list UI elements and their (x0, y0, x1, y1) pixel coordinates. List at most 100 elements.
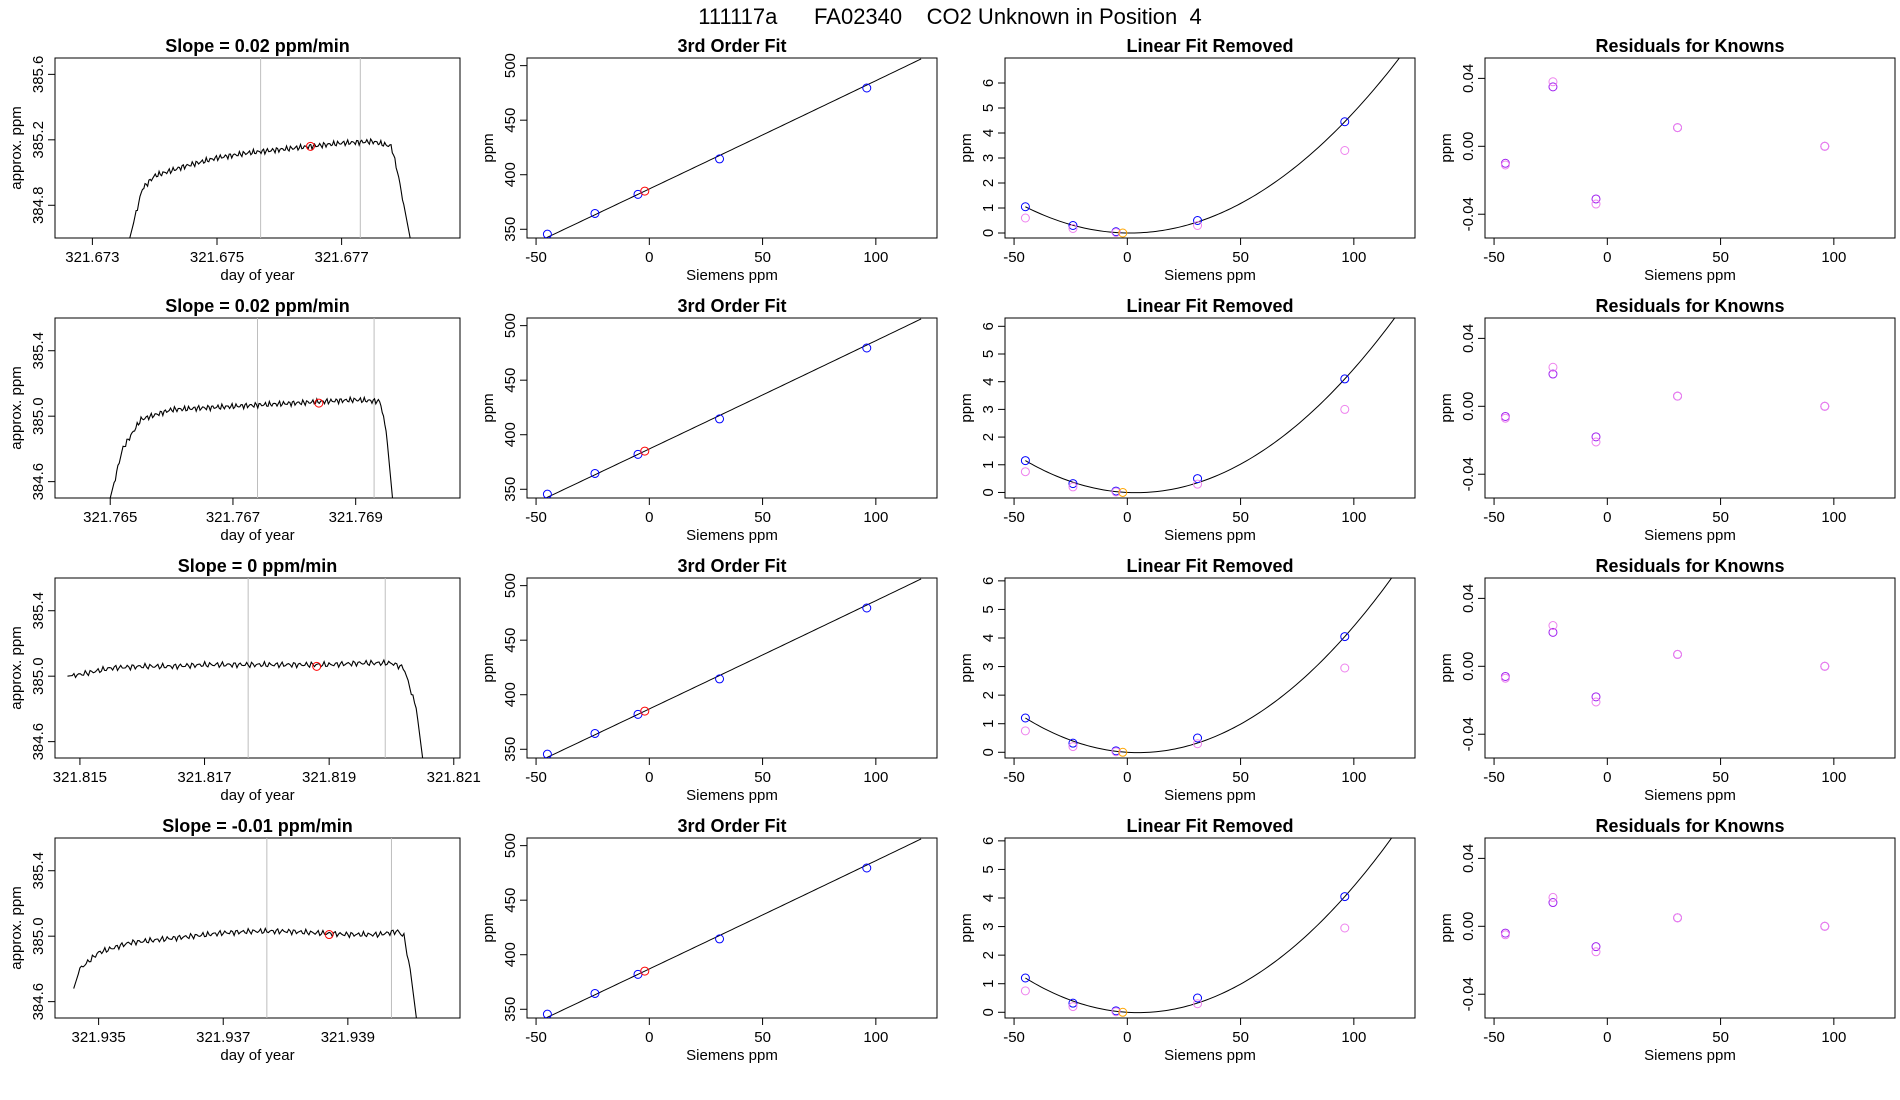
panel-4-2-ylabel: ppm (480, 913, 497, 942)
panel-3-2-frame (526, 577, 938, 759)
panel-3-3-title: Linear Fit Removed (1126, 556, 1293, 576)
panel-2-2-title: 3rd Order Fit (677, 296, 786, 316)
y-tick-label: 1 (980, 461, 997, 469)
panel-4-2-plot-area (542, 838, 922, 1018)
panel-2-4: Residuals for Knowns -50 0 50 100 Siemens ppm… (1438, 296, 1896, 544)
data-point (1591, 947, 1601, 957)
panel-1-3-y-axis: 0 1 2 3 4 5 6 (980, 79, 1005, 237)
y-tick-label: 0.04 (1460, 844, 1477, 873)
x-tick-label: 321.937 (196, 1029, 250, 1046)
data-point (542, 489, 552, 498)
panel-2-1-title: Slope = 0.02 ppm/min (165, 296, 350, 316)
y-tick-label: 450 (502, 368, 519, 393)
panel-4-3-ylabel: ppm (958, 913, 975, 942)
panel-3-4-plot-area (1500, 621, 1830, 707)
panel-1-2-xlabel: Siemens ppm (686, 267, 778, 284)
data-point (1548, 77, 1558, 87)
data-point (1193, 993, 1203, 1003)
fit-curve (1025, 578, 1393, 754)
y-tick-label: 3 (980, 662, 997, 670)
panel-1-1-xlabel: day of year (220, 267, 294, 284)
panel-2-2-plot-area (542, 318, 922, 498)
data-point (862, 603, 872, 613)
panel-3-4-x-axis: -50 0 50 100 (1483, 758, 1846, 786)
panel-1-4-xlabel: Siemens ppm (1644, 267, 1736, 284)
y-tick-label: 5 (980, 865, 997, 873)
panel-1-3-plot-area (1020, 58, 1400, 238)
data-point (1068, 1002, 1078, 1012)
x-tick-label: 321.769 (329, 509, 383, 526)
panel-3-4-ylabel: ppm (1438, 653, 1455, 682)
data-point (1068, 482, 1078, 492)
y-tick-label: 2 (980, 179, 997, 187)
panel-1-4-ylabel: ppm (1438, 133, 1455, 162)
x-tick-label: -50 (1483, 1029, 1505, 1046)
x-tick-label: -50 (1483, 249, 1505, 266)
panel-4-4-frame (1484, 837, 1896, 1019)
x-tick-label: 50 (1232, 249, 1249, 266)
y-tick-label: 0.00 (1460, 912, 1477, 941)
data-point (1068, 479, 1078, 489)
panel-4-1-plot-area (73, 838, 417, 1018)
x-tick-label: 100 (1821, 249, 1846, 266)
x-tick-label: 321.935 (71, 1029, 125, 1046)
y-tick-label: 385.0 (30, 657, 47, 695)
x-tick-label: 0 (1123, 509, 1131, 526)
panel-3-1-xlabel: day of year (220, 787, 294, 804)
panel-3-1-frame (54, 577, 461, 759)
data-point (1020, 467, 1030, 477)
x-tick-label: -50 (525, 509, 547, 526)
y-tick-label: 6 (980, 322, 997, 330)
data-point (1340, 146, 1350, 155)
panel-4-1-xlabel: day of year (220, 1047, 294, 1064)
data-point (862, 343, 872, 353)
y-tick-label: 0.04 (1460, 324, 1477, 353)
x-tick-label: 50 (1232, 509, 1249, 526)
panel-3-4-xlabel: Siemens ppm (1644, 787, 1736, 804)
x-tick-label: -50 (525, 1029, 547, 1046)
panel-4-1-frame (54, 837, 461, 1019)
panel-2-4-xlabel: Siemens ppm (1644, 527, 1736, 544)
data-point (715, 154, 725, 164)
x-tick-label: 0 (1123, 769, 1131, 786)
panel-4-3-frame (1004, 837, 1416, 1019)
y-tick-label: 400 (502, 942, 519, 967)
panel-4-3-xlabel: Siemens ppm (1164, 1047, 1256, 1064)
y-tick-label: 2 (980, 433, 997, 441)
panel-4-1-ylabel: approx. ppm (8, 886, 25, 969)
data-point (1118, 228, 1128, 238)
y-tick-label: 5 (980, 605, 997, 613)
x-tick-label: 0 (1603, 1029, 1611, 1046)
x-tick-label: 100 (1341, 509, 1366, 526)
y-tick-label: 0.00 (1460, 132, 1477, 161)
x-tick-label: 50 (1232, 769, 1249, 786)
y-tick-label: 3 (980, 922, 997, 930)
data-point (1340, 892, 1350, 902)
panel-1-2: 3rd Order Fit -50 0 50 100 Siemens ppm 350 400 4… (480, 36, 938, 284)
data-point (1111, 487, 1121, 497)
panel-4-2: 3rd Order Fit -50 0 50 100 Siemens ppm 350 400 4… (480, 816, 938, 1064)
panel-4-4-y-axis: -0.04 0.00 0.04 (1460, 844, 1485, 1011)
figure-title: 111117a FA02340 CO2 Unknown in Position … (698, 4, 1201, 29)
y-tick-label: 2 (980, 951, 997, 959)
y-tick-label: 500 (502, 53, 519, 78)
y-tick-label: 0.00 (1460, 652, 1477, 681)
x-tick-label: -50 (1003, 509, 1025, 526)
y-tick-label: -0.04 (1460, 457, 1477, 491)
x-tick-label: 0 (1603, 249, 1611, 266)
data-point (1548, 82, 1558, 92)
data-point (640, 706, 650, 716)
panel-3-3-xlabel: Siemens ppm (1164, 787, 1256, 804)
panel-4-2-frame (526, 837, 938, 1019)
x-tick-label: 321.677 (314, 249, 368, 266)
y-tick-label: 400 (502, 422, 519, 447)
x-tick-label: 0 (645, 509, 653, 526)
x-tick-label: 100 (863, 1029, 888, 1046)
panel-3-1-x-axis: 321.815 321.817 321.819 321.821 (53, 758, 481, 786)
panel-4-1-y-axis: 384.6 385.0 385.4 (30, 852, 55, 1020)
panel-2-1-xlabel: day of year (220, 527, 294, 544)
panel-4-4-xlabel: Siemens ppm (1644, 1047, 1736, 1064)
x-tick-label: 321.815 (53, 769, 107, 786)
